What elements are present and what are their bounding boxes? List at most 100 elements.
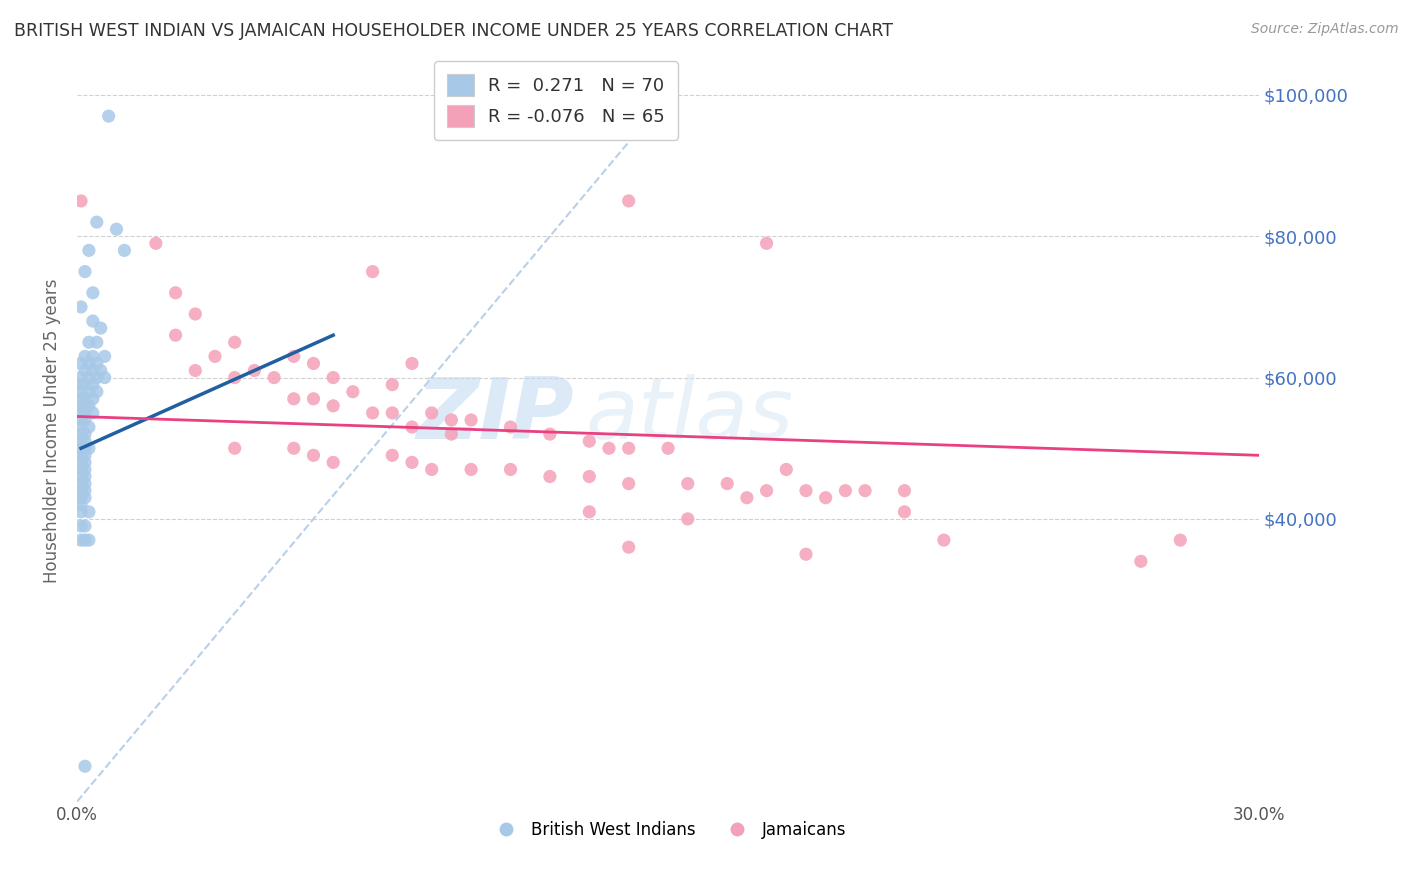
Point <box>86 215 108 229</box>
Point <box>578 505 600 519</box>
Point <box>70 469 93 483</box>
Point <box>70 476 93 491</box>
Point <box>86 356 108 370</box>
Point <box>224 370 246 384</box>
Point <box>70 519 93 533</box>
Point <box>617 476 640 491</box>
Point <box>70 356 93 370</box>
Point <box>893 505 915 519</box>
Point <box>70 384 93 399</box>
Point <box>70 533 93 548</box>
Point <box>93 350 115 364</box>
Point <box>70 505 93 519</box>
Point <box>381 406 404 420</box>
Point <box>263 370 285 384</box>
Point <box>73 491 96 505</box>
Point <box>73 399 96 413</box>
Point <box>420 406 443 420</box>
Point <box>70 498 93 512</box>
Point <box>499 462 522 476</box>
Point <box>420 462 443 476</box>
Point <box>617 442 640 456</box>
Point <box>598 442 620 456</box>
Point <box>70 370 93 384</box>
Point <box>73 406 96 420</box>
Point <box>77 533 100 548</box>
Point <box>460 462 482 476</box>
Point <box>617 540 640 554</box>
Point <box>82 377 104 392</box>
Point <box>755 483 778 498</box>
Point <box>70 491 93 505</box>
Point <box>893 483 915 498</box>
Point <box>676 512 699 526</box>
Point <box>112 244 135 258</box>
Point <box>77 356 100 370</box>
Point <box>105 222 128 236</box>
Point <box>86 370 108 384</box>
Point <box>322 399 344 413</box>
Point <box>82 363 104 377</box>
Point <box>401 455 423 469</box>
Point <box>73 392 96 406</box>
Point <box>77 370 100 384</box>
Point <box>82 350 104 364</box>
Point <box>70 300 93 314</box>
Point <box>657 442 679 456</box>
Point <box>77 420 100 434</box>
Point <box>70 377 93 392</box>
Point <box>853 483 876 498</box>
Point <box>73 442 96 456</box>
Point <box>70 399 93 413</box>
Point <box>361 264 384 278</box>
Point <box>361 406 384 420</box>
Point <box>73 519 96 533</box>
Point <box>97 109 120 123</box>
Point <box>77 335 100 350</box>
Point <box>932 533 955 548</box>
Point <box>165 285 187 300</box>
Point <box>224 442 246 456</box>
Point <box>70 483 93 498</box>
Point <box>302 448 325 462</box>
Point <box>243 363 266 377</box>
Point <box>794 547 817 561</box>
Point <box>70 427 93 442</box>
Point <box>283 442 305 456</box>
Point <box>322 455 344 469</box>
Point <box>77 384 100 399</box>
Point <box>77 399 100 413</box>
Point <box>460 413 482 427</box>
Point <box>538 427 561 442</box>
Point <box>86 384 108 399</box>
Point <box>676 476 699 491</box>
Point <box>73 455 96 469</box>
Point <box>93 370 115 384</box>
Point <box>73 533 96 548</box>
Point <box>342 384 364 399</box>
Point <box>538 469 561 483</box>
Point <box>794 483 817 498</box>
Point <box>90 363 112 377</box>
Point <box>834 483 856 498</box>
Point <box>578 469 600 483</box>
Point <box>73 377 96 392</box>
Point <box>165 328 187 343</box>
Point <box>440 427 463 442</box>
Point <box>617 194 640 208</box>
Point <box>184 307 207 321</box>
Text: Source: ZipAtlas.com: Source: ZipAtlas.com <box>1251 22 1399 37</box>
Point <box>302 356 325 370</box>
Point <box>70 448 93 462</box>
Point <box>82 406 104 420</box>
Point <box>755 236 778 251</box>
Point <box>716 476 738 491</box>
Point <box>77 505 100 519</box>
Point <box>302 392 325 406</box>
Point <box>73 483 96 498</box>
Point <box>381 377 404 392</box>
Point <box>70 434 93 449</box>
Point <box>82 392 104 406</box>
Point <box>70 413 93 427</box>
Point <box>814 491 837 505</box>
